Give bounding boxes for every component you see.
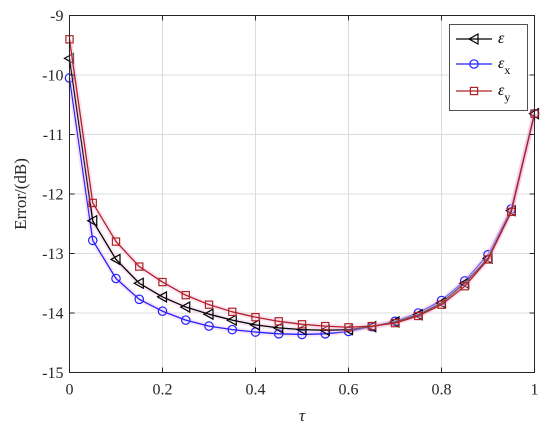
- y-axis-title: Error/(dB): [11, 158, 30, 230]
- y-tick-label: -12: [42, 187, 63, 204]
- data-point: [111, 237, 121, 246]
- data-point: [460, 282, 469, 291]
- data-point: [158, 277, 167, 287]
- legend-marker: [467, 32, 479, 46]
- data-point: [133, 277, 144, 290]
- data-point: [297, 320, 307, 329]
- data-point: [295, 323, 307, 336]
- series-line: [68, 39, 536, 328]
- series-layer: [63, 35, 540, 340]
- data-point: [228, 307, 237, 317]
- data-point: [390, 318, 400, 328]
- data-point: [227, 324, 238, 335]
- data-point: [274, 317, 283, 326]
- data-point: [179, 301, 191, 314]
- y-tick-label: -10: [42, 68, 63, 85]
- y-tick-label: -13: [42, 246, 63, 263]
- series-x: [64, 73, 540, 340]
- data-point: [88, 198, 97, 208]
- data-point: [181, 290, 190, 300]
- data-point: [204, 300, 214, 309]
- data-point: [134, 294, 145, 305]
- x-tick-label: 0.2: [153, 382, 173, 399]
- data-point: [437, 300, 446, 309]
- y-tick-label: -11: [43, 127, 64, 144]
- y-tick-label: -9: [50, 8, 63, 25]
- legend-entry: ε: [456, 30, 505, 47]
- data-point: [414, 311, 423, 321]
- x-axis-title: τ: [299, 406, 306, 425]
- data-point: [109, 253, 121, 266]
- data-point: [180, 315, 191, 325]
- data-point: [204, 321, 214, 331]
- series-y: [65, 35, 539, 332]
- data-point: [86, 214, 98, 227]
- x-axis: 0 0.2 0.4 0.6 0.8 1: [66, 15, 539, 399]
- y-axis: -15 -14 -13 -12 -11 -10 -9: [42, 8, 535, 382]
- legend-label: ε: [498, 30, 505, 47]
- data-point: [507, 207, 516, 217]
- series-line: [68, 77, 536, 336]
- legend-marker: [469, 86, 479, 96]
- series-line: [68, 58, 536, 331]
- x-tick-label: 0.8: [432, 382, 452, 399]
- data-point: [202, 308, 214, 321]
- data-point: [251, 312, 260, 322]
- x-tick-label: 0: [66, 382, 74, 399]
- data-point: [367, 321, 376, 331]
- data-point: [226, 314, 237, 327]
- data-point: [87, 235, 98, 246]
- data-point: [157, 306, 168, 317]
- data-point: [344, 323, 353, 332]
- x-tick-label: 1: [531, 382, 539, 399]
- data-point: [483, 255, 493, 264]
- data-point: [249, 318, 261, 331]
- data-point: [273, 329, 284, 339]
- data-point: [321, 321, 330, 331]
- x-tick-label: 0.4: [246, 382, 266, 399]
- x-tick-label: 0.6: [339, 382, 359, 399]
- grid-lines: [69, 15, 535, 373]
- y-tick-label: -14: [42, 306, 63, 323]
- y-tick-label: -15: [42, 365, 63, 382]
- legend-box: [449, 24, 528, 111]
- data-point: [135, 262, 144, 271]
- data-point: [111, 273, 121, 284]
- data-point: [156, 290, 168, 303]
- legend-marker: [469, 59, 479, 69]
